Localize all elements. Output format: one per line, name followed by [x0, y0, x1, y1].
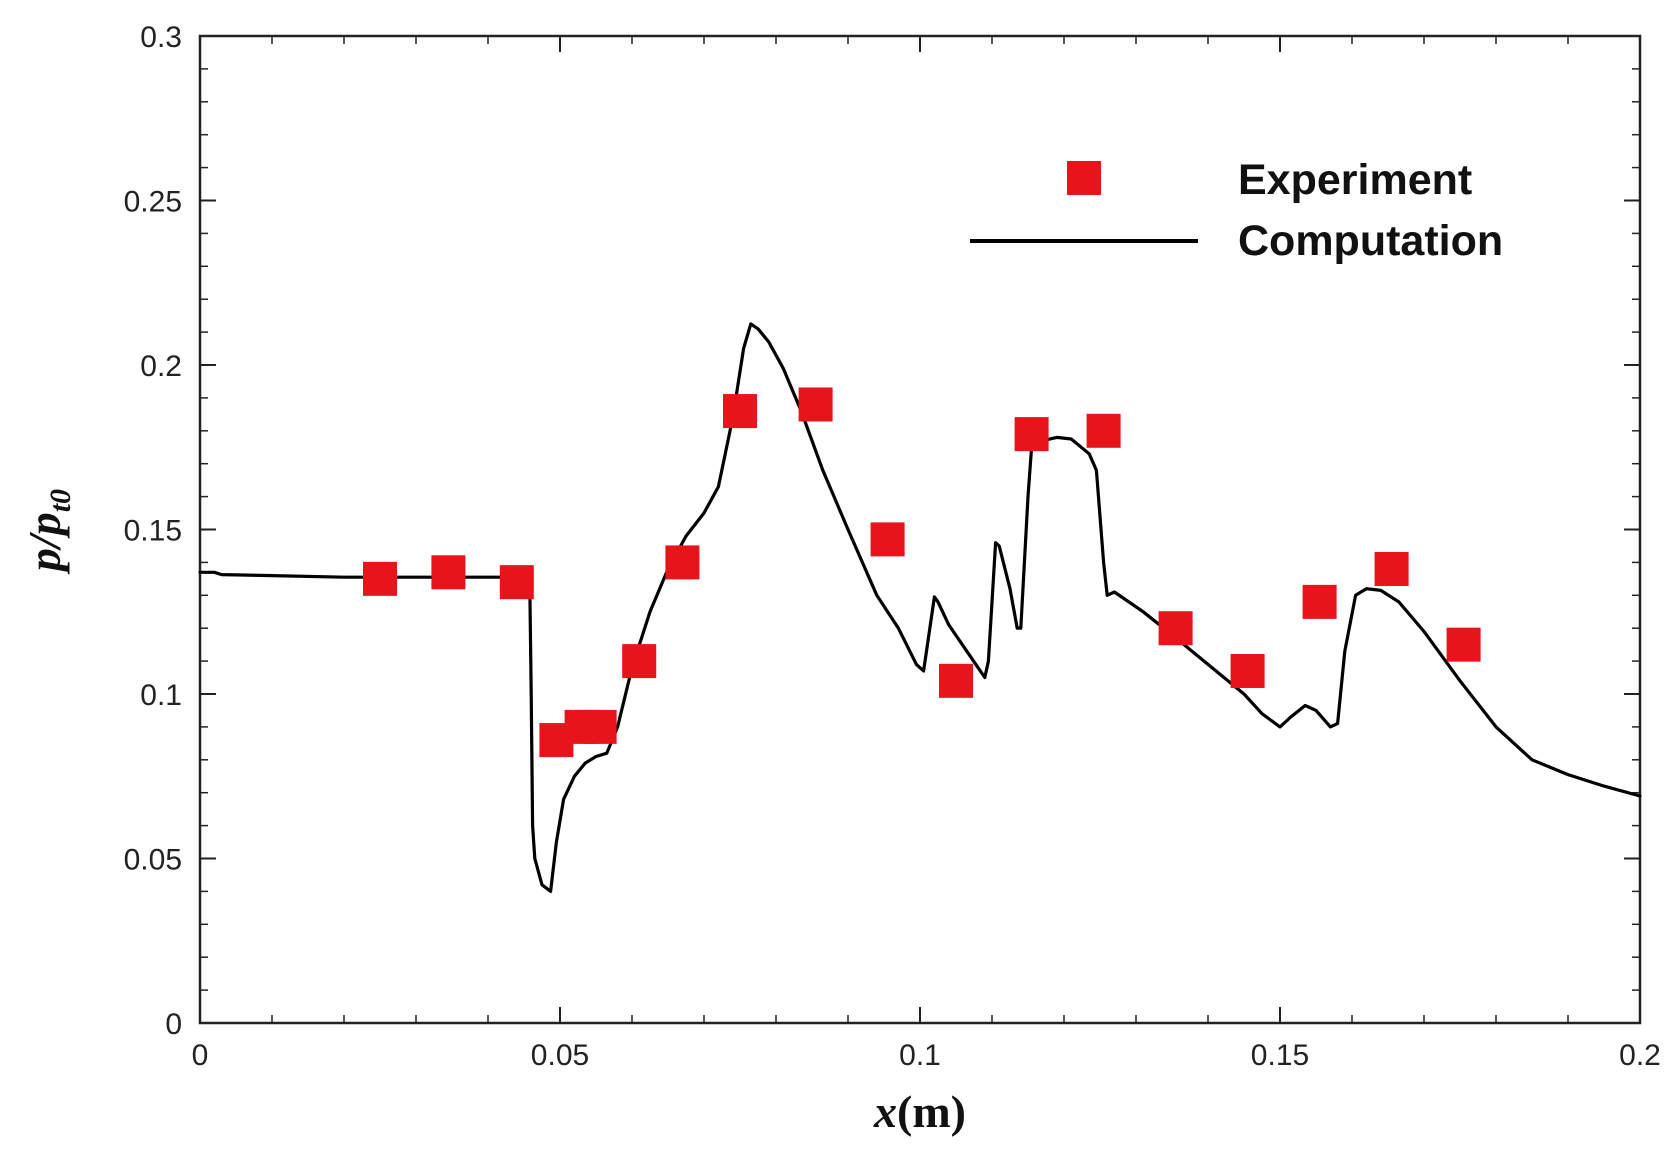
tick-labels: 0 0.05 0.1 0.15 0.2 0 0.05 0.1 0.15 0.2 0.25 0.3: [124, 21, 1661, 1072]
y-axis-var: p/p: [19, 512, 70, 575]
experiment-point: [431, 555, 466, 590]
y-axis-subscript: t0: [44, 489, 77, 512]
legend-experiment-marker: [1067, 161, 1101, 195]
ticks: [199, 35, 1641, 1024]
experiment-point: [582, 709, 617, 744]
y-tick-label: 0.05: [124, 844, 182, 877]
experiment-point: [1014, 417, 1049, 452]
experiment-point: [363, 561, 397, 596]
y-tick-label: 0.15: [124, 515, 182, 548]
computation-series: [198, 322, 1642, 893]
experiment-point: [1446, 627, 1481, 662]
x-axis-unit: (m): [897, 1086, 966, 1137]
experiment-point: [499, 565, 534, 600]
y-tick-label: 0.2: [140, 350, 182, 383]
y-tick-label: 0.3: [140, 21, 182, 54]
x-tick-label: 0.15: [1251, 1039, 1309, 1072]
x-tick-label: 0: [192, 1039, 209, 1072]
legend-computation-label: Computation: [1238, 217, 1503, 265]
experiment-point: [1086, 413, 1121, 448]
x-axis-var: x: [873, 1086, 897, 1137]
y-tick-label: 0.1: [140, 679, 182, 712]
x-tick-label: 0.1: [899, 1039, 941, 1072]
legend-experiment-label: Experiment: [1238, 156, 1472, 204]
experiment-series: [363, 387, 1481, 758]
experiment-point: [939, 663, 973, 698]
y-tick-label: 0.25: [124, 186, 182, 219]
experiment-point: [723, 394, 757, 429]
experiment-point: [1374, 551, 1409, 586]
experiment-point: [870, 522, 905, 557]
experiment-point: [1302, 584, 1337, 619]
x-tick-label: 0.2: [1619, 1039, 1661, 1072]
x-tick-label: 0.05: [531, 1039, 589, 1072]
x-axis-title: x(m): [873, 1086, 966, 1137]
legend: Experiment Computation: [970, 156, 1503, 265]
experiment-point: [622, 644, 657, 679]
y-tick-label: 0: [165, 1008, 182, 1041]
y-axis-title: p/pt0: [19, 489, 77, 575]
experiment-point: [665, 545, 700, 580]
computation-line: [198, 322, 1642, 893]
experiment-point: [798, 387, 833, 422]
experiment-point: [1230, 653, 1265, 688]
experiment-point: [1158, 611, 1193, 646]
